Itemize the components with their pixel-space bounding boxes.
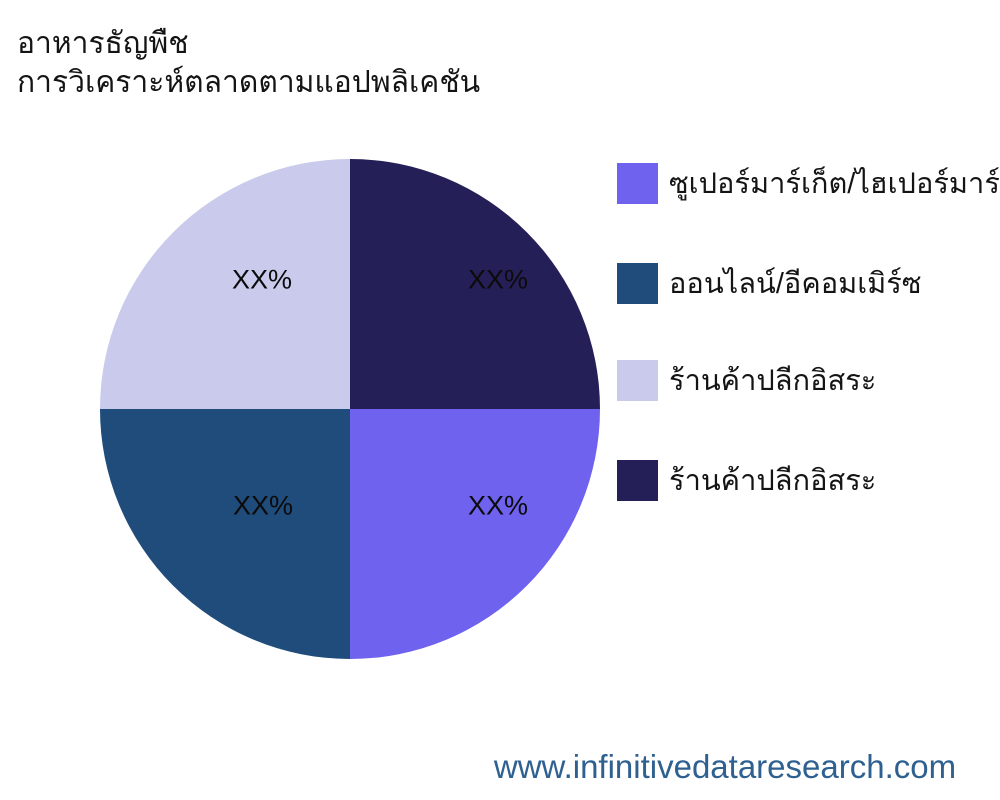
legend-swatch (617, 359, 658, 401)
legend-label: ร้านค้าปลีกอิสระ (669, 365, 877, 397)
legend-label: ออนไลน์/อีคอมเมิร์ซ (669, 268, 922, 300)
legend-swatch (617, 162, 658, 204)
legend-swatch (617, 262, 658, 304)
pie-svg (100, 159, 600, 659)
pie-slice-label: XX% (467, 490, 529, 521)
chart-title-line1: อาหารธัญพืช (17, 27, 189, 60)
chart-title-line2: การวิเคราะห์ตลาดตามแอปพลิเคชัน (17, 66, 481, 99)
pie-slice (350, 409, 600, 659)
pie-slice (100, 159, 350, 409)
pie-slice (100, 409, 350, 659)
legend-item: ออนไลน์/อีคอมเมิร์ซ (617, 260, 922, 306)
watermark: www.infinitivedataresearch.com (493, 748, 957, 785)
legend: ซูเปอร์มาร์เก็ต/ไฮเปอร์มาร์เก็ต ออนไลน์/… (617, 0, 1000, 560)
pie-slice-label: XX% (231, 264, 293, 295)
chart-title: อาหารธัญพืช การวิเคราะห์ตลาดตามแอปพลิเคช… (17, 24, 480, 102)
pie-slice (350, 159, 600, 409)
legend-label: ร้านค้าปลีกอิสระ (669, 465, 877, 497)
legend-label: ซูเปอร์มาร์เก็ต/ไฮเปอร์มาร์เก็ต (669, 168, 1000, 200)
legend-swatch (617, 459, 658, 501)
legend-item: ร้านค้าปลีกอิสระ (617, 457, 876, 503)
pie-slice-label: XX% (232, 490, 294, 521)
pie-chart: XX% XX% XX% XX% (100, 159, 600, 659)
legend-item: ร้านค้าปลีกอิสระ (617, 357, 876, 403)
legend-item: ซูเปอร์มาร์เก็ต/ไฮเปอร์มาร์เก็ต (617, 160, 1000, 206)
pie-slice-label: XX% (467, 264, 529, 295)
